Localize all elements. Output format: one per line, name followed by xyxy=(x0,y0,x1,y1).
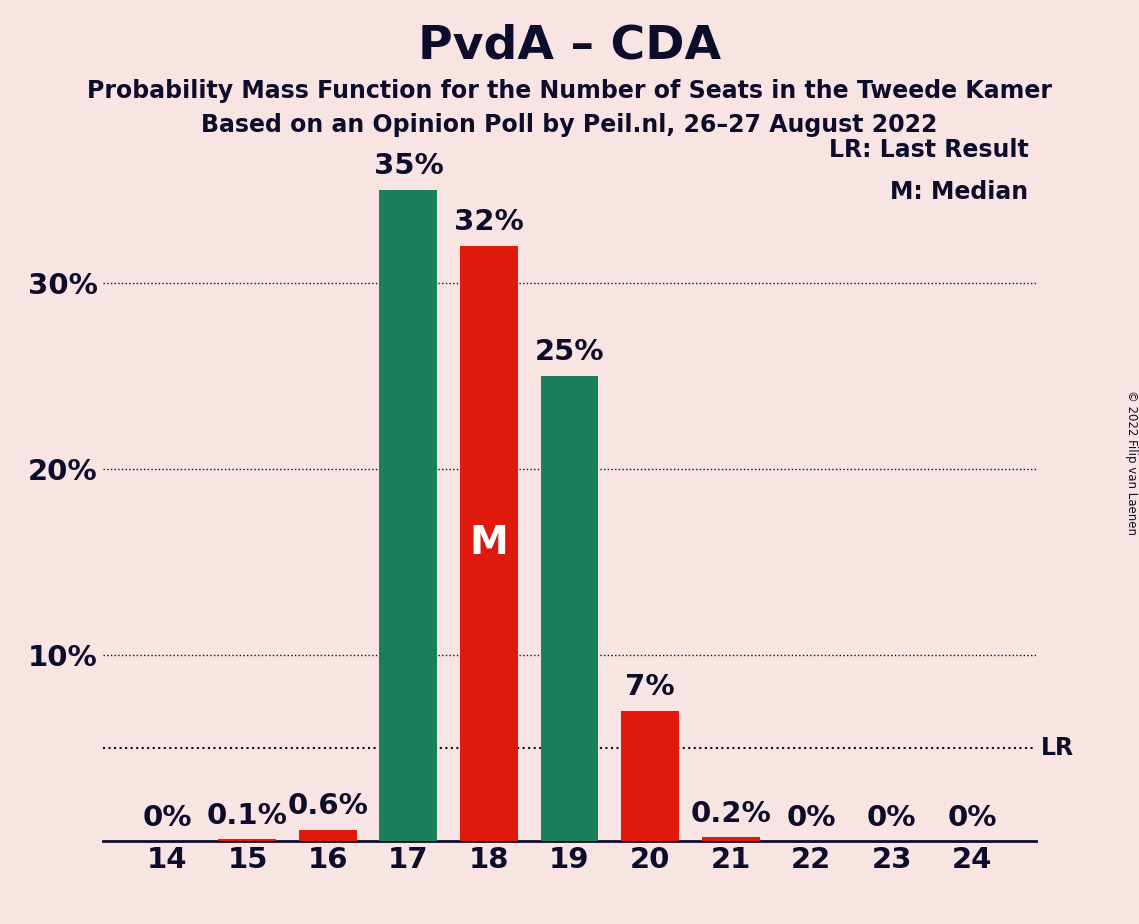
Bar xyxy=(541,376,598,841)
Bar xyxy=(298,830,357,841)
Text: 0.6%: 0.6% xyxy=(287,793,368,821)
Text: M: Median: M: Median xyxy=(891,180,1029,204)
Text: 25%: 25% xyxy=(534,338,605,367)
Bar xyxy=(379,189,437,841)
Text: 0%: 0% xyxy=(786,804,836,832)
Text: 0%: 0% xyxy=(142,804,191,832)
Text: 35%: 35% xyxy=(374,152,443,180)
Text: Probability Mass Function for the Number of Seats in the Tweede Kamer: Probability Mass Function for the Number… xyxy=(87,79,1052,103)
Text: 0.2%: 0.2% xyxy=(690,800,771,828)
Text: Based on an Opinion Poll by Peil.nl, 26–27 August 2022: Based on an Opinion Poll by Peil.nl, 26–… xyxy=(202,113,937,137)
Text: M: M xyxy=(469,524,508,562)
Bar xyxy=(460,246,518,841)
Text: 0%: 0% xyxy=(867,804,916,832)
Text: 0%: 0% xyxy=(948,804,997,832)
Bar xyxy=(621,711,679,841)
Bar xyxy=(219,839,277,841)
Bar xyxy=(702,837,760,841)
Text: © 2022 Filip van Laenen: © 2022 Filip van Laenen xyxy=(1124,390,1138,534)
Text: 7%: 7% xyxy=(625,674,674,701)
Text: LR: Last Result: LR: Last Result xyxy=(829,138,1029,162)
Text: PvdA – CDA: PvdA – CDA xyxy=(418,23,721,68)
Text: 0.1%: 0.1% xyxy=(207,802,288,830)
Text: 32%: 32% xyxy=(454,208,524,237)
Text: LR: LR xyxy=(1041,736,1074,760)
